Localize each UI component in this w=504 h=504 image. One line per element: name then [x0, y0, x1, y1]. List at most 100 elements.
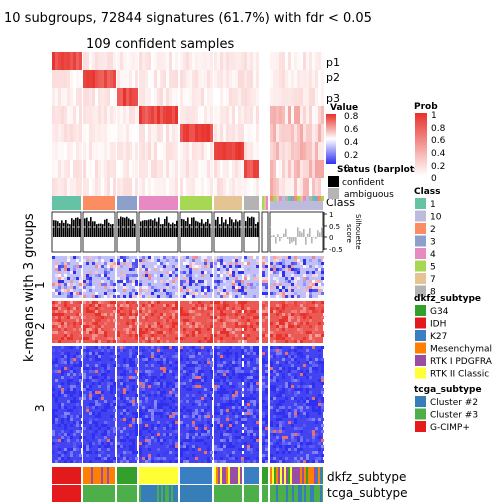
heatmap-cell [195, 313, 198, 316]
heatmap-cell [126, 259, 129, 262]
prob-cell [238, 160, 241, 178]
heatmap-cell [157, 337, 160, 340]
heatmap-cell [256, 439, 259, 442]
heatmap-cell [113, 340, 116, 343]
heatmap-cell [300, 397, 303, 400]
heatmap-cell [241, 433, 244, 436]
heatmap-cell [321, 391, 324, 394]
heatmap-cell [217, 340, 220, 343]
heatmap-cell [70, 457, 73, 460]
prob-cell [297, 52, 300, 70]
silhouette-bar [132, 219, 134, 237]
heatmap-cell [235, 259, 238, 262]
heatmap-cell [101, 280, 104, 283]
heatmap-cell [270, 385, 273, 388]
heatmap-cell [265, 445, 268, 448]
tcga-cell [220, 485, 222, 502]
heatmap-cell [120, 403, 123, 406]
heatmap-cell [276, 286, 279, 289]
heatmap-cell [73, 289, 76, 292]
dkfz-cell [288, 467, 290, 484]
heatmap-cell [79, 379, 82, 382]
heatmap-cell [226, 403, 229, 406]
prob-cell [183, 178, 186, 196]
prob-cell [104, 124, 107, 142]
heatmap-cell [238, 367, 241, 370]
prob-cell [288, 142, 291, 160]
heatmap-cell [175, 337, 178, 340]
heatmap-cell [98, 412, 101, 415]
heatmap-cell [160, 409, 163, 412]
heatmap-cell [210, 325, 213, 328]
prob-cell [282, 88, 285, 106]
heatmap-cell [238, 319, 241, 322]
heatmap-cell [83, 421, 86, 424]
heatmap-cell [73, 448, 76, 451]
heatmap-cell [297, 391, 300, 394]
heatmap-cell [73, 388, 76, 391]
heatmap-cell [244, 409, 247, 412]
heatmap-cell [291, 376, 294, 379]
dkfz-cell [56, 467, 58, 484]
heatmap-cell [276, 271, 279, 274]
heatmap-cell [198, 391, 201, 394]
heatmap-cell [198, 424, 201, 427]
heatmap-cell [129, 403, 132, 406]
prob-cell [229, 178, 232, 196]
prob-cell [309, 160, 312, 178]
heatmap-cell [273, 259, 276, 262]
heatmap-cell [89, 370, 92, 373]
heatmap-cell [291, 385, 294, 388]
heatmap-cell [180, 391, 183, 394]
heatmap-cell [151, 451, 154, 454]
heatmap-cell [64, 388, 67, 391]
heatmap-cell [235, 442, 238, 445]
heatmap-cell [315, 409, 318, 412]
heatmap-cell [166, 385, 169, 388]
dkfz-cell [232, 467, 234, 484]
heatmap-cell [154, 286, 157, 289]
prob-cell [210, 70, 213, 88]
heatmap-cell [186, 457, 189, 460]
prob-cell [309, 70, 312, 88]
heatmap-cell [229, 319, 232, 322]
heatmap-cell [210, 316, 213, 319]
heatmap-cell [232, 322, 235, 325]
heatmap-cell [309, 301, 312, 304]
heatmap-cell [253, 328, 256, 331]
heatmap-cell [306, 358, 309, 361]
silhouette-bar [277, 234, 279, 237]
heatmap-cell [132, 274, 135, 277]
heatmap-cell [223, 295, 226, 298]
heatmap-cell [145, 439, 148, 442]
heatmap-cell [282, 268, 285, 271]
tcga-cell [222, 485, 224, 502]
silhouette-bar [227, 224, 229, 237]
heatmap-cell [89, 394, 92, 397]
heatmap-cell [253, 412, 256, 415]
heatmap-cell [226, 304, 229, 307]
heatmap-cell [123, 361, 126, 364]
heatmap-cell [126, 328, 129, 331]
heatmap-cell [145, 376, 148, 379]
prob-cell [61, 124, 64, 142]
heatmap-cell [321, 430, 324, 433]
prob-cell [166, 52, 169, 70]
heatmap-cell [107, 325, 110, 328]
heatmap-cell [226, 331, 229, 334]
prob-cell [300, 52, 303, 70]
heatmap-cell [70, 292, 73, 295]
heatmap-cell [126, 376, 129, 379]
heatmap-cell [70, 394, 73, 397]
heatmap-cell [250, 421, 253, 424]
heatmap-cell [163, 457, 166, 460]
heatmap-cell [250, 427, 253, 430]
heatmap-cell [110, 391, 113, 394]
heatmap-cell [270, 268, 273, 271]
heatmap-cell [291, 391, 294, 394]
heatmap-cell [154, 289, 157, 292]
heatmap-cell [297, 427, 300, 430]
heatmap-cell [58, 319, 61, 322]
prob-cell [207, 106, 210, 124]
